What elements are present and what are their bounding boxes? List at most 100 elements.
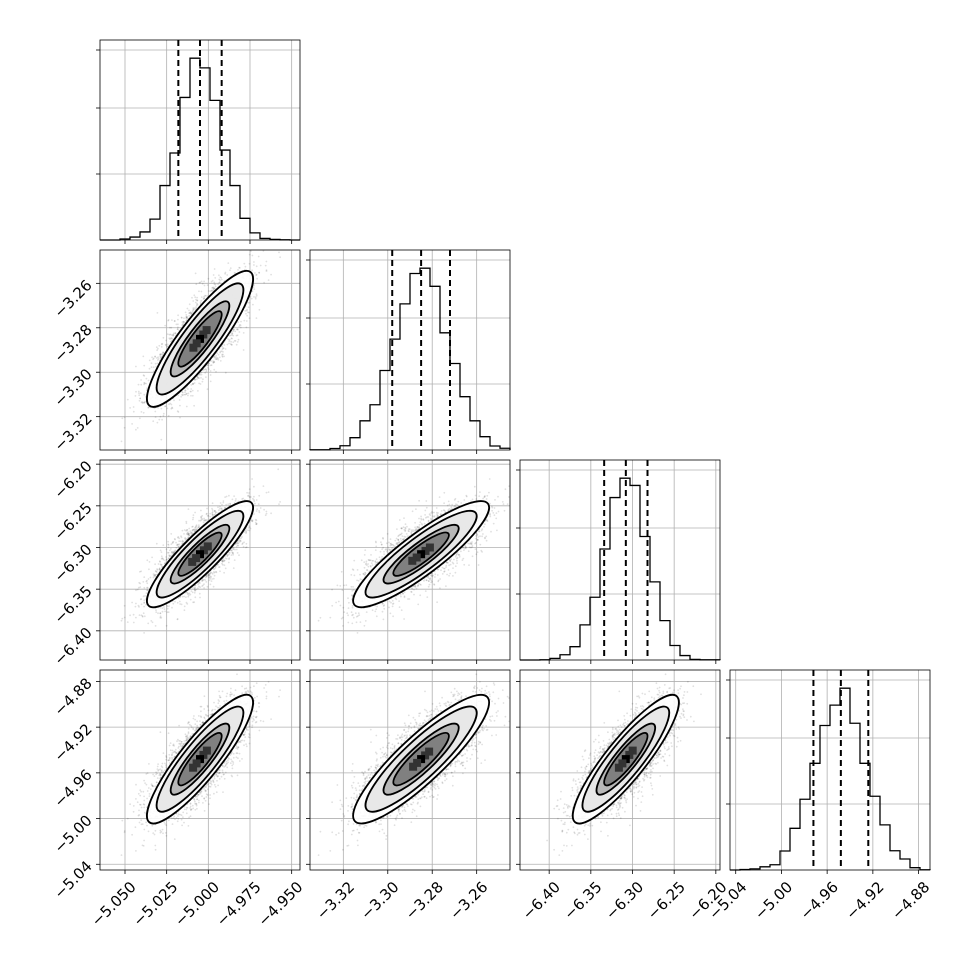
scatter-point	[228, 343, 230, 345]
scatter-point	[164, 325, 166, 327]
scatter-point	[234, 331, 236, 333]
scatter-point	[155, 363, 157, 365]
scatter-point	[207, 364, 209, 366]
scatter-point	[265, 265, 267, 267]
scatter-point	[222, 348, 224, 350]
scatter-point	[266, 270, 268, 272]
scatter-point	[161, 346, 163, 348]
scatter-point	[156, 346, 158, 348]
scatter-point	[198, 290, 200, 292]
scatter-point	[216, 352, 218, 354]
scatter-point	[213, 282, 215, 284]
scatter-point	[179, 399, 181, 401]
scatter-point	[193, 294, 195, 296]
scatter-point	[181, 391, 183, 393]
scatter-point	[162, 352, 164, 354]
scatter-point	[246, 315, 248, 317]
scatter-point	[151, 366, 153, 368]
scatter-point	[237, 328, 239, 330]
scatter-point	[194, 307, 196, 309]
scatter-point	[228, 340, 230, 342]
scatter-point	[184, 391, 186, 393]
scatter-point	[207, 284, 209, 286]
scatter-point	[226, 274, 228, 276]
scatter-point	[190, 384, 192, 386]
scatter-point	[191, 297, 193, 299]
scatter-point	[240, 327, 242, 329]
scatter-point	[219, 356, 221, 358]
scatter-point	[158, 419, 160, 421]
scatter-point	[203, 281, 205, 283]
scatter-point	[167, 344, 169, 346]
scatter-point	[256, 278, 258, 280]
scatter-point	[225, 372, 227, 374]
scatter-point	[278, 252, 280, 254]
scatter-point	[190, 313, 192, 315]
scatter-point	[205, 295, 207, 297]
scatter-point	[194, 296, 196, 298]
scatter-point	[211, 287, 213, 289]
scatter-point	[139, 400, 141, 402]
scatter-point	[185, 390, 187, 392]
scatter-point	[251, 298, 253, 300]
scatter-point	[165, 405, 167, 407]
scatter-point	[135, 429, 137, 431]
scatter-point	[195, 273, 197, 275]
scatter-point	[142, 401, 144, 403]
scatter-point	[170, 341, 172, 343]
scatter-point	[131, 423, 133, 425]
scatter-point	[220, 360, 222, 362]
scatter-point	[171, 319, 173, 321]
scatter-point	[212, 360, 214, 362]
scatter-point	[229, 335, 231, 337]
scatter-point	[253, 264, 255, 266]
scatter-point	[218, 354, 220, 356]
scatter-point	[163, 415, 165, 417]
scatter-point	[170, 327, 172, 329]
scatter-point	[188, 315, 190, 317]
scatter-point	[238, 339, 240, 341]
scatter-point	[235, 340, 237, 342]
scatter-point	[208, 278, 210, 280]
scatter-point	[168, 415, 170, 417]
scatter-point	[239, 267, 241, 269]
scatter-point	[124, 427, 126, 429]
scatter-point	[207, 388, 209, 390]
scatter-point	[200, 300, 202, 302]
scatter-point	[247, 302, 249, 304]
scatter-point	[153, 358, 155, 360]
scatter-point	[187, 388, 189, 390]
scatter-point	[149, 368, 151, 370]
scatter-point	[204, 285, 206, 287]
scatter-point	[138, 384, 140, 386]
scatter-point	[263, 282, 265, 284]
scatter-point	[181, 394, 183, 396]
scatter-point	[196, 300, 198, 302]
scatter-point	[207, 367, 209, 369]
scatter-point	[197, 377, 199, 379]
scatter-point	[155, 416, 157, 418]
scatter-point	[201, 296, 203, 298]
scatter-point	[205, 376, 207, 378]
scatter-point	[211, 281, 213, 283]
scatter-point	[256, 293, 258, 295]
scatter-point	[193, 405, 195, 407]
scatter-point	[177, 319, 179, 321]
scatter-point	[213, 287, 215, 289]
scatter-point	[248, 306, 250, 308]
scatter-point	[256, 317, 258, 319]
scatter-point	[145, 383, 147, 385]
scatter-point	[204, 372, 206, 374]
scatter-point	[152, 420, 154, 422]
scatter-point	[253, 296, 255, 298]
scatter-point	[213, 274, 215, 276]
scatter-point	[227, 344, 229, 346]
scatter-point	[197, 390, 199, 392]
scatter-point	[157, 312, 159, 314]
scatter-point	[236, 344, 238, 346]
scatter-point	[187, 395, 189, 397]
scatter-point	[177, 328, 179, 330]
scatter-point	[140, 379, 142, 381]
scatter-point	[192, 383, 194, 385]
scatter-point	[243, 320, 245, 322]
